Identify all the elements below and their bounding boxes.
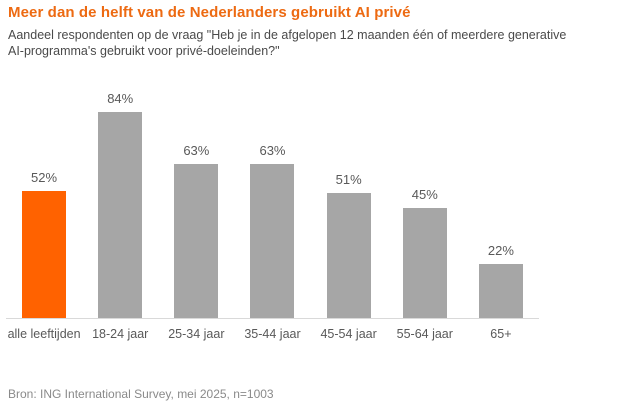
x-axis-label: 65+ bbox=[490, 327, 512, 341]
chart-subtitle: Aandeel respondenten op de vraag "Heb je… bbox=[8, 28, 567, 58]
bar-value-label: 63% bbox=[259, 142, 286, 158]
bar-value-label: 45% bbox=[411, 186, 438, 202]
bar-column: 63% bbox=[158, 84, 234, 318]
chart-title: Meer dan de helft van de Nederlanders ge… bbox=[8, 4, 411, 21]
bar-column: 51% bbox=[311, 84, 387, 318]
bar-value-label: 63% bbox=[183, 142, 210, 158]
source-note: Bron: ING International Survey, mei 2025… bbox=[8, 387, 274, 401]
bar bbox=[250, 163, 295, 318]
bar-value-label: 84% bbox=[107, 91, 134, 107]
bar bbox=[326, 193, 371, 318]
x-axis-label: 25-34 jaar bbox=[168, 327, 225, 341]
x-axis-label: 45-54 jaar bbox=[320, 327, 377, 341]
x-axis-label: 18-24 jaar bbox=[92, 327, 149, 341]
bar-column: 22% bbox=[463, 84, 539, 318]
x-axis-label: alle leeftijden bbox=[7, 327, 81, 341]
bar-column: 63% bbox=[234, 84, 310, 318]
bar-value-label: 52% bbox=[31, 169, 58, 185]
bar-value-label: 22% bbox=[487, 243, 514, 259]
bar bbox=[174, 163, 219, 318]
highlighted-bar bbox=[22, 190, 67, 318]
x-axis-label: 55-64 jaar bbox=[396, 327, 453, 341]
bar-value-label: 51% bbox=[335, 172, 362, 188]
bar-chart: 52% 84% 63% 63% 51% 45% 22% alle leeftijden 18-… bbox=[6, 84, 539, 342]
bar-column: 45% bbox=[387, 84, 463, 318]
x-axis-label: 35-44 jaar bbox=[244, 327, 301, 341]
bar-column: 52% bbox=[6, 84, 82, 318]
plot-area: 52% 84% 63% 63% 51% 45% 22% bbox=[6, 84, 539, 319]
x-axis-labels: alle leeftijden 18-24 jaar 25-34 jaar 35-44… bbox=[6, 319, 539, 342]
bar bbox=[402, 207, 447, 318]
bar bbox=[98, 112, 143, 318]
bar bbox=[478, 264, 523, 318]
bar-column: 84% bbox=[82, 84, 158, 318]
